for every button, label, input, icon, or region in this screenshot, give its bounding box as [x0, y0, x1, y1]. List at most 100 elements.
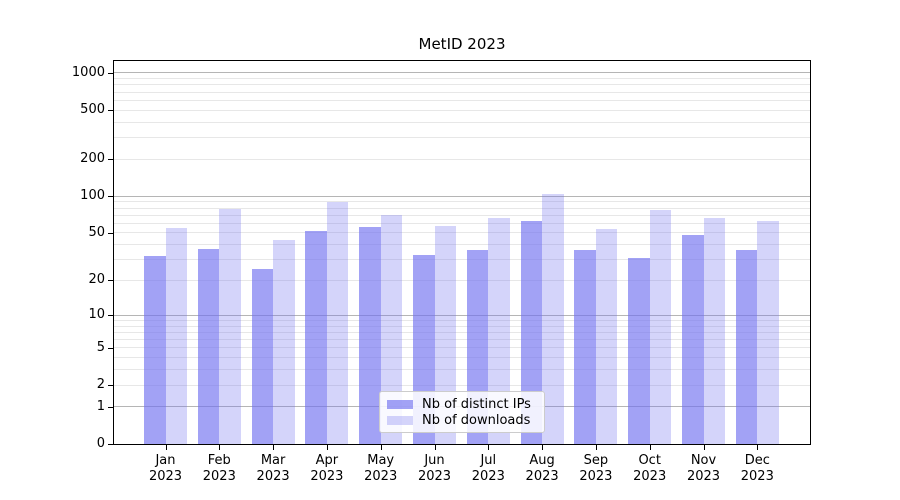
x-axis-tick-mark [542, 445, 544, 450]
x-axis-tick-label-line: Aug [529, 453, 555, 468]
minor-gridline [114, 208, 810, 209]
y-axis-tick-mark [108, 406, 113, 408]
y-axis-tick-label: 200 [80, 151, 105, 167]
bar-may-downloads [380, 215, 403, 444]
minor-gridline [114, 244, 810, 245]
y-axis-tick-mark [108, 196, 113, 198]
bar-feb-downloads [219, 209, 241, 444]
minor-gridline [114, 232, 810, 233]
bar-apr-downloads [326, 201, 349, 444]
x-axis-tick-label-line: Mar [260, 453, 286, 468]
x-axis-tick-label-line: 2023 [633, 469, 667, 484]
bar-oct-downloads [649, 210, 672, 444]
y-axis-tick-mark [108, 72, 113, 74]
bar-feb-ips [197, 248, 220, 444]
x-axis-tick-label-line: 2023 [686, 469, 721, 484]
x-axis-tick-label-line: 2023 [740, 469, 774, 484]
x-axis-tick-mark [219, 445, 221, 450]
y-axis-tick-mark [108, 385, 113, 386]
x-axis-tick-label-line: Sep [583, 453, 609, 468]
bar-jun-downloads [434, 225, 456, 444]
bar-jul-downloads [488, 218, 510, 444]
y-axis-tick-mark [108, 232, 113, 234]
bar-may-ips [359, 226, 381, 444]
x-axis-tick-label-line: 2023 [364, 469, 398, 484]
y-axis-tick-label: 10 [88, 307, 105, 323]
y-axis-tick-mark [108, 110, 113, 112]
legend-row: Nb of distinct IPs [387, 397, 536, 412]
x-axis-tick-label-line: Jan [155, 453, 176, 468]
minor-gridline [114, 215, 810, 216]
x-axis-tick-mark [434, 445, 436, 450]
x-axis-tick-label-line: Dec [744, 453, 770, 468]
y-axis-tick-label: 0 [96, 436, 105, 451]
x-axis-tick-mark [326, 445, 328, 450]
x-axis-tick-mark [595, 445, 597, 450]
y-axis-tick-label: 100 [80, 188, 105, 204]
bar-sep-ips [574, 250, 596, 444]
x-axis-tick-label-line: 2023 [417, 469, 452, 484]
x-axis-tick-mark [380, 445, 382, 450]
y-axis-tick-label: 50 [88, 224, 105, 240]
x-axis-tick-label-line: 2023 [525, 469, 559, 484]
x-axis-tick-label-line: Feb [207, 453, 231, 468]
y-axis-tick-label: 2 [96, 377, 105, 392]
x-axis-tick-label: Jun 2023 [395, 453, 475, 485]
x-axis-tick-label-line: 2023 [471, 469, 505, 484]
x-axis-tick-label-line: Nov [690, 453, 717, 468]
x-axis-tick-label: Sep 2023 [556, 453, 636, 485]
y-axis-tick-label: 1 [96, 398, 105, 414]
minor-gridline [114, 201, 810, 202]
bar-nov-downloads [703, 218, 725, 444]
minor-gridline [114, 369, 810, 370]
bar-mar-ips [251, 269, 274, 444]
minor-gridline [114, 84, 810, 85]
bar-oct-ips [628, 257, 650, 444]
x-axis-tick-mark [165, 445, 167, 450]
x-axis-tick-mark [757, 445, 759, 450]
major-gridline [114, 315, 810, 316]
y-axis-tick-label: 500 [80, 102, 105, 118]
bar-apr-ips [305, 230, 327, 444]
minor-gridline [114, 326, 810, 327]
minor-gridline [114, 122, 810, 123]
minor-gridline [114, 280, 810, 281]
minor-gridline [114, 78, 810, 79]
x-axis-tick-label: Mar 2023 [233, 453, 313, 485]
bar-jan-ips [144, 256, 166, 444]
plot-area: Nb of distinct IPs Nb of downloads [113, 60, 811, 445]
chart-title: MetID 2023 [418, 35, 506, 53]
x-axis-tick-label: May 2023 [341, 453, 421, 485]
y-axis-tick-label: 20 [88, 272, 105, 288]
x-axis-tick-label: Nov 2023 [664, 453, 744, 485]
x-axis-tick-label: Feb 2023 [179, 453, 259, 485]
y-axis-tick-label: 1000 [71, 64, 105, 80]
legend-label: Nb of distinct IPs [422, 396, 531, 412]
x-axis-tick-label-line: 2023 [256, 469, 290, 484]
minor-gridline [114, 347, 810, 348]
minor-gridline [114, 110, 810, 111]
x-axis-tick-mark [703, 445, 705, 450]
x-axis-tick-label-line: 2023 [579, 469, 613, 484]
x-axis-tick-label: Dec 2023 [717, 453, 797, 485]
y-axis-tick-label: 5 [96, 339, 105, 355]
x-axis-tick-mark [273, 445, 275, 450]
major-gridline [114, 196, 810, 197]
x-axis-tick-label: Apr 2023 [287, 453, 367, 485]
bar-mar-downloads [273, 239, 295, 444]
legend-swatch-icon [387, 415, 413, 425]
legend-label: Nb of downloads [422, 412, 531, 428]
minor-gridline [114, 339, 810, 340]
x-axis-tick-label: Aug 2023 [502, 453, 582, 485]
minor-gridline [114, 259, 810, 260]
minor-gridline [114, 385, 810, 386]
minor-gridline [114, 357, 810, 358]
y-axis-tick-mark [108, 159, 113, 161]
x-axis-tick-label-line: Oct [638, 453, 661, 468]
x-axis-tick-label-line: May [367, 453, 395, 468]
x-axis-tick-label: Oct 2023 [610, 453, 690, 485]
y-axis-tick-mark [108, 347, 113, 349]
minor-gridline [114, 137, 810, 138]
y-axis-tick-mark [108, 315, 113, 317]
